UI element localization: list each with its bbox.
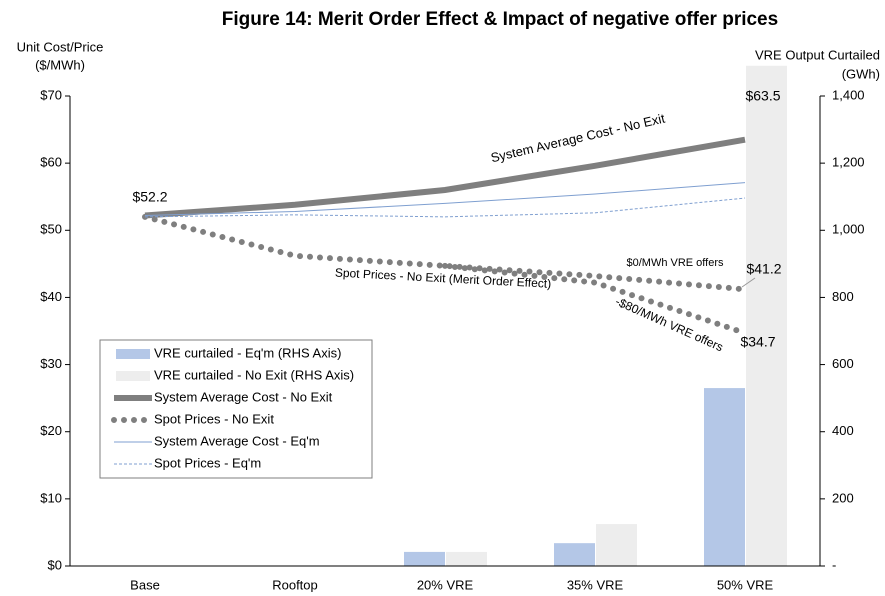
x-tick-label: Base (130, 577, 160, 592)
x-tick-label: Rooftop (272, 577, 318, 592)
y-tick-label: $60 (40, 155, 62, 170)
bar (446, 551, 487, 566)
bar (404, 551, 445, 566)
x-tick-label: 35% VRE (567, 577, 624, 592)
y-tick-label: $70 (40, 87, 62, 102)
annotation: $0/MWh VRE offers (627, 257, 724, 269)
x-tick-label: 50% VRE (717, 577, 774, 592)
legend-label: VRE curtailed - No Exit (RHS Axis) (154, 367, 354, 382)
y2-tick-label: 1,000 (832, 222, 865, 237)
legend: VRE curtailed - Eq'm (RHS Axis) VRE curta… (99, 339, 373, 479)
annotation: -$80/MWh VRE offers (613, 294, 725, 354)
legend-box (99, 339, 373, 479)
y2-tick-label: 800 (832, 289, 854, 304)
bar (746, 65, 787, 567)
y-tick-label: $50 (40, 222, 62, 237)
y2-tick-label: 600 (832, 356, 854, 371)
legend-swatch (116, 371, 150, 381)
y-tick-label: $10 (40, 490, 62, 505)
y2-tick-label: 1,200 (832, 155, 865, 170)
legend-label: Spot Prices - No Exit (154, 411, 274, 426)
y-tick-label: $20 (40, 423, 62, 438)
y-tick-label: $0 (48, 557, 62, 572)
y2-axis-label: (GWh) (842, 66, 880, 81)
leader (741, 277, 756, 288)
bar (554, 543, 595, 566)
bar (596, 524, 637, 566)
annotation: $41.2 (746, 261, 781, 277)
line (144, 136, 746, 219)
y-tick-label: $40 (40, 289, 62, 304)
legend-label: System Average Cost - Eq'm (154, 433, 320, 448)
annotation: $63.5 (745, 88, 780, 104)
y2-tick-label: 400 (832, 423, 854, 438)
line (144, 182, 746, 217)
annotation: $52.2 (132, 189, 167, 205)
annotation: $34.7 (740, 334, 775, 350)
legend-label: System Average Cost - No Exit (154, 389, 333, 404)
line (144, 197, 746, 218)
y-axis-label: Unit Cost/Price (17, 39, 104, 54)
x-tick-label: 20% VRE (417, 577, 474, 592)
bar (704, 388, 745, 566)
legend-label: VRE curtailed - Eq'm (RHS Axis) (154, 345, 341, 360)
legend-swatch (116, 349, 150, 359)
chart-title: Figure 14: Merit Order Effect & Impact o… (222, 9, 778, 30)
y-tick-label: $30 (40, 356, 62, 371)
y2-axis-label: VRE Output Curtailed (755, 47, 880, 62)
y2-tick-label: 1,400 (832, 87, 865, 102)
y2-tick-label: - (832, 557, 836, 572)
y-axis-label: ($/MWh) (35, 57, 85, 72)
legend-label: Spot Prices - Eq'm (154, 455, 261, 470)
line (442, 262, 748, 337)
y2-tick-label: 200 (832, 490, 854, 505)
